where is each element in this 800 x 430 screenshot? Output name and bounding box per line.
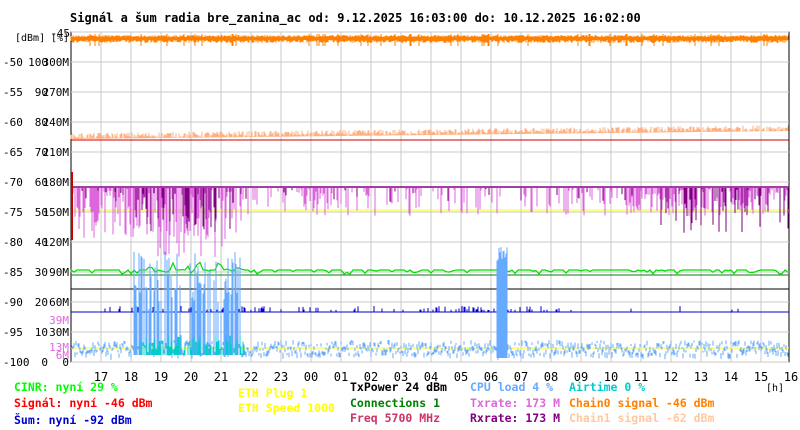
y-tick-dbm: -100	[3, 356, 30, 369]
y-tick-dbm: -90	[3, 296, 23, 309]
cinr-series	[70, 261, 789, 275]
y-tick-rate: 120M	[43, 236, 70, 249]
chain1-signal-series	[70, 125, 789, 139]
x-tick-label: 11	[634, 370, 648, 384]
legend-connections: Connections 1	[350, 396, 441, 410]
legend-eth-plug: ETH Plug 1	[238, 386, 308, 400]
x-tick-label: 21	[214, 370, 228, 384]
y-tick-rate: 180M	[43, 176, 70, 189]
legend-rxrate: Rxrate: 173 M	[470, 411, 561, 425]
legend-cpu-load: CPU load 4 %	[470, 380, 554, 394]
y-tick-rate: 0	[62, 356, 69, 369]
legend-chain0: Chain0 signal -46 dBm	[569, 396, 715, 410]
legend-chain1: Chain1 signal -62 dBm	[569, 411, 715, 425]
x-tick-label: 12	[664, 370, 678, 384]
x-tick-label: 16	[784, 370, 798, 384]
y-tick-percent: 50	[35, 206, 48, 219]
legend-txrate: Txrate: 173 M	[470, 396, 561, 410]
y-tick-dbm: -85	[3, 266, 23, 279]
x-tick-label: 07	[514, 370, 528, 384]
y-tick-dbm: -80	[3, 236, 23, 249]
x-tick-label: 23	[274, 370, 288, 384]
y-tick-percent: 40	[35, 236, 48, 249]
y-tick-dbm: -50	[3, 56, 23, 69]
y-tick-rate: 90M	[49, 266, 69, 279]
y-tick-rate: 210M	[43, 146, 70, 159]
x-tick-label: 05	[454, 370, 468, 384]
x-tick-label: 22	[244, 370, 258, 384]
y-tick-percent: 90	[35, 86, 48, 99]
chart-title: Signál a šum radia bre_zanina_ac od: 9.1…	[70, 11, 641, 25]
y-tick-dbm: -65	[3, 146, 23, 159]
y-tick-dbm: -75	[3, 206, 23, 219]
y-tick-extra: 13M	[49, 341, 69, 354]
x-tick-label: 13	[694, 370, 708, 384]
y-tick-percent: 10	[35, 326, 48, 339]
x-tick-label: 04	[424, 370, 438, 384]
y-tick-dbm: -70	[3, 176, 23, 189]
y-tick-rate: 150M	[43, 206, 70, 219]
x-tick-label: 08	[544, 370, 558, 384]
y-tick-percent: 20	[35, 296, 48, 309]
y-unit-percent: [%]	[51, 33, 69, 44]
y-tick-dbm-top: -45	[50, 27, 70, 40]
x-tick-label: 06	[484, 370, 498, 384]
y-tick-extra: 6M	[56, 349, 70, 362]
y-tick-rate: 240M	[43, 116, 70, 129]
legend-cinr: CINR: nyní 29 %	[14, 380, 118, 394]
legend-eth-speed: ETH Speed 1000	[238, 401, 335, 415]
x-tick-label: 03	[394, 370, 408, 384]
legend-noise: Šum: nyní -92 dBm	[14, 413, 132, 427]
y-tick-percent: 100	[28, 56, 48, 69]
y-tick-percent: 0	[41, 356, 48, 369]
y-tick-rate: 30M	[49, 326, 69, 339]
x-unit: [h]	[766, 383, 784, 394]
y-unit-dbm: [dBm]	[15, 33, 45, 44]
y-tick-percent: 70	[35, 146, 48, 159]
x-tick-label: 10	[604, 370, 618, 384]
x-tick-label: 01	[334, 370, 348, 384]
x-tick-label: 15	[754, 370, 768, 384]
y-tick-extra: 39M	[49, 314, 69, 327]
x-tick-label: 19	[154, 370, 168, 384]
x-tick-label: 17	[94, 370, 108, 384]
y-tick-percent: 80	[35, 116, 48, 129]
x-tick-label: 00	[304, 370, 318, 384]
y-tick-dbm: -55	[3, 86, 23, 99]
x-tick-label: 09	[574, 370, 588, 384]
x-tick-label: 14	[724, 370, 738, 384]
y-tick-rate: 270M	[43, 86, 70, 99]
y-tick-percent: 30	[35, 266, 48, 279]
x-tick-label: 02	[364, 370, 378, 384]
legend-signal: Signál: nyní -46 dBm	[14, 396, 153, 410]
rxrate-series	[81, 188, 789, 233]
legend-airtime: Airtime 0 %	[569, 380, 646, 394]
y-tick-rate: 60M	[49, 296, 69, 309]
y-tick-percent: 60	[35, 176, 48, 189]
chain0-signal-series	[70, 34, 789, 46]
legend-txpower: TxPower 24 dBm	[350, 380, 447, 394]
cpu-load-series	[71, 247, 789, 360]
y-tick-rate: 300M	[43, 56, 70, 69]
y-tick-dbm: -60	[3, 116, 23, 129]
legend-freq: Freq 5700 MHz	[350, 411, 441, 425]
x-tick-label: 18	[124, 370, 138, 384]
airtime-series	[139, 335, 245, 355]
x-tick-label: 20	[184, 370, 198, 384]
y-tick-dbm: -95	[3, 326, 23, 339]
